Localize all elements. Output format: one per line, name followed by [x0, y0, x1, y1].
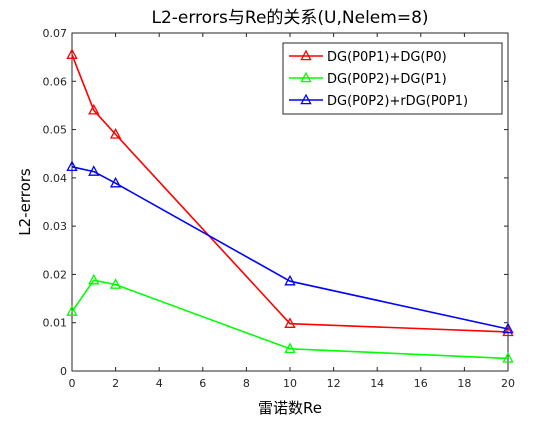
x-tick-label: 4 [156, 377, 163, 390]
data-point-marker [88, 103, 100, 115]
x-tick-label: 14 [370, 377, 384, 390]
x-tick-label: 0 [69, 377, 76, 390]
data-point-marker [66, 305, 78, 316]
legend-marker-swatch [300, 93, 312, 105]
x-axis-label: 雷诺数Re [258, 399, 322, 417]
data-point-marker [284, 342, 296, 354]
data-point-marker [502, 325, 514, 337]
series-3 [66, 160, 514, 334]
data-point-marker [109, 278, 122, 289]
series-1 [66, 48, 514, 337]
axis-ticks: 0 2 4 6 8 10 12 14 16 18 20 0 0.01 0.02 0.03 0.04 0.05 0.… [43, 27, 516, 390]
x-tick-label: 2 [112, 377, 119, 390]
legend-entry: DG(P0P1)+DG(P0) [289, 49, 447, 65]
data-point-marker [88, 273, 100, 285]
y-tick-label: 0.06 [43, 75, 68, 88]
series-line [71, 166, 509, 330]
x-tick-label: 10 [283, 377, 297, 390]
legend-entry: DG(P0P2)+DG(P1) [289, 71, 447, 87]
series-layer [66, 48, 514, 363]
legend-marker-swatch [300, 71, 312, 83]
y-tick-label: 0 [60, 365, 67, 378]
x-tick-label: 16 [414, 377, 428, 390]
legend: DG(P0P1)+DG(P0) DG(P0P2)+DG(P1) DG(P0P2)+r… [282, 42, 503, 115]
data-point-marker [109, 128, 122, 139]
data-point-marker [66, 160, 78, 172]
y-tick-label: 0.07 [43, 27, 68, 40]
x-tick-label: 8 [243, 377, 250, 390]
y-tick-label: 0.05 [43, 124, 68, 137]
legend-marker-swatch [300, 49, 312, 61]
legend-label: DG(P0P2)+DG(P1) [327, 72, 447, 87]
x-tick-label: 12 [327, 377, 341, 390]
series-line [71, 54, 509, 333]
data-point-marker [284, 317, 296, 328]
data-point-marker [502, 352, 514, 363]
x-tick-label: 20 [501, 377, 515, 390]
series-2 [66, 273, 514, 363]
series-line [71, 279, 509, 360]
y-tick-label: 0.02 [43, 268, 68, 281]
legend-label: DG(P0P2)+rDG(P0P1) [327, 94, 468, 109]
data-point-marker [66, 48, 78, 59]
chart-title: L2-errors与Re的关系(U,Nelem=8) [151, 8, 428, 28]
y-axis-label: L2-errors [16, 168, 34, 236]
y-tick-label: 0.03 [43, 220, 68, 233]
x-tick-label: 18 [457, 377, 471, 390]
legend-label: DG(P0P1)+DG(P0) [327, 50, 447, 65]
data-point-marker [109, 176, 122, 188]
data-point-marker [284, 274, 296, 286]
y-tick-label: 0.04 [43, 172, 68, 185]
x-tick-label: 6 [199, 377, 206, 390]
y-tick-label: 0.01 [43, 317, 68, 330]
data-point-marker [502, 322, 514, 334]
data-point-marker [88, 165, 100, 176]
legend-entry: DG(P0P2)+rDG(P0P1) [289, 93, 468, 109]
